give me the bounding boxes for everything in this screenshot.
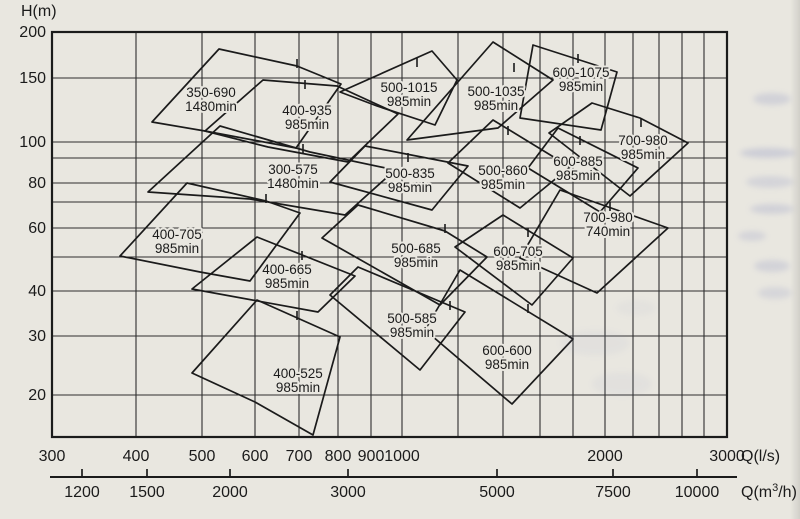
region-speed-label-600-705-985min: 985min xyxy=(496,258,540,273)
region-speed-label-300-575-1480min: 1480min xyxy=(267,176,319,191)
region-model-label-400-935-985min: 400-935 xyxy=(282,103,332,118)
region-model-label-500-1035-985min: 500-1035 xyxy=(467,84,524,99)
region-speed-label-500-685-985min: 985min xyxy=(394,255,438,270)
y-tick-label-80: 80 xyxy=(28,175,46,192)
region-model-label-400-665-985min: 400-665 xyxy=(262,262,312,277)
region-model-label-500-860-985min: 500-860 xyxy=(478,163,528,178)
y-tick-label-60: 60 xyxy=(28,220,46,237)
region-model-label-500-1015-985min: 500-1015 xyxy=(380,80,437,95)
x-ls-tick-label-900: 900 xyxy=(358,448,385,465)
y-tick-label-150: 150 xyxy=(19,70,46,87)
region-outline-600-885-985min xyxy=(527,127,639,213)
x-ls-tick-label-3000: 3000 xyxy=(709,448,745,465)
region-speed-label-700-980-740min: 740min xyxy=(586,224,630,239)
x-ls-tick-label-1000: 1000 xyxy=(384,448,420,465)
region-speed-label-500-860-985min: 985min xyxy=(481,177,525,192)
y-tick-label-20: 20 xyxy=(28,387,46,404)
region-model-label-500-835-985min: 500-835 xyxy=(385,166,435,181)
region-speed-label-500-1015-985min: 985min xyxy=(387,94,431,109)
y-tick-label-40: 40 xyxy=(28,283,46,300)
region-speed-label-600-1075-985min: 985min xyxy=(559,79,603,94)
region-outline-400-935-985min xyxy=(204,79,399,163)
y-tick-label-200: 200 xyxy=(19,24,46,41)
region-outline-500-585-985min xyxy=(329,266,466,371)
region-outline-600-705-985min xyxy=(454,214,574,306)
region-model-label-400-525-985min: 400-525 xyxy=(273,366,323,381)
region-speed-label-500-1035-985min: 985min xyxy=(474,98,518,113)
region-outline-600-600-985min xyxy=(424,269,574,405)
y-tick-label-100: 100 xyxy=(19,134,46,151)
y-tick-label-30: 30 xyxy=(28,328,46,345)
region-model-label-500-585-985min: 500-585 xyxy=(387,311,437,326)
x-ls-tick-label-700: 700 xyxy=(286,448,313,465)
x-axis-m3h: 1200 1500 2000 3000 5000 7500 10000 Q(m3/h) xyxy=(50,469,797,501)
x-m3h-tick-label-7500: 7500 xyxy=(595,484,631,501)
region-model-label-600-1075-985min: 600-1075 xyxy=(552,65,609,80)
region-speed-label-500-835-985min: 985min xyxy=(388,180,432,195)
region-outline-600-1075-985min xyxy=(519,44,618,131)
region-outline-700-980-740min xyxy=(519,189,669,294)
region-speed-label-400-935-985min: 985min xyxy=(285,117,329,132)
region-model-label-600-600-985min: 600-600 xyxy=(482,343,532,358)
plot-border xyxy=(50,30,729,439)
region-outline-400-705-985min xyxy=(119,182,301,282)
region-outline-400-525-985min xyxy=(191,299,341,436)
region-model-label-600-705-985min: 600-705 xyxy=(493,244,543,259)
region-speed-label-400-525-985min: 985min xyxy=(276,380,320,395)
region-model-label-300-575-1480min: 300-575 xyxy=(268,162,318,177)
x-m3h-tick-label-1500: 1500 xyxy=(129,484,165,501)
region-model-label-600-885-985min: 600-885 xyxy=(553,154,603,169)
region-speed-label-600-600-985min: 985min xyxy=(485,357,529,372)
region-outline-500-1035-985min xyxy=(406,41,554,141)
y-axis: H(m) 200 150 100 80 60 40 30 20 xyxy=(19,3,56,404)
x-ls-tick-label-500: 500 xyxy=(189,448,216,465)
region-outline-500-1015-985min xyxy=(339,50,458,126)
x-m3h-tick-label-1200: 1200 xyxy=(64,484,100,501)
x-m3h-tick-label-5000: 5000 xyxy=(479,484,515,501)
region-model-label-500-685-985min: 500-685 xyxy=(391,241,441,256)
region-speed-label-350-690-1480min: 1480min xyxy=(185,99,237,114)
x-ls-tick-label-2000: 2000 xyxy=(587,448,623,465)
x-axis-m3h-unit: Q(m3/h) xyxy=(741,482,797,501)
region-outline-500-860-985min xyxy=(447,119,571,209)
region-model-label-700-980-985min: 700-980 xyxy=(618,133,668,148)
x-ls-tick-label-400: 400 xyxy=(123,448,150,465)
region-speed-label-700-980-985min: 985min xyxy=(621,147,665,162)
region-outline-300-575-1480min xyxy=(147,125,396,216)
x-m3h-tick-label-3000: 3000 xyxy=(330,484,366,501)
region-outline-700-980-985min xyxy=(548,102,689,197)
pump-regions xyxy=(119,41,689,436)
region-speed-label-600-885-985min: 985min xyxy=(556,168,600,183)
x-m3h-tick-label-2000: 2000 xyxy=(212,484,248,501)
x-ls-tick-label-300: 300 xyxy=(39,448,66,465)
x-ls-tick-label-800: 800 xyxy=(325,448,352,465)
region-speed-label-400-705-985min: 985min xyxy=(155,241,199,256)
x-m3h-tick-label-10000: 10000 xyxy=(675,484,720,501)
region-model-label-350-690-1480min: 350-690 xyxy=(186,85,236,100)
region-speed-label-500-585-985min: 985min xyxy=(390,325,434,340)
y-axis-title: H(m) xyxy=(21,3,57,20)
region-speed-label-400-665-985min: 985min xyxy=(265,276,309,291)
region-model-label-700-980-740min: 700-980 xyxy=(583,210,633,225)
x-ls-tick-label-600: 600 xyxy=(242,448,269,465)
region-model-label-400-705-985min: 400-705 xyxy=(152,227,202,242)
region-outline-400-665-985min xyxy=(191,236,356,313)
x-axis-ls-unit: Q(l/s) xyxy=(741,448,780,465)
region-outline-500-835-985min xyxy=(329,145,469,211)
